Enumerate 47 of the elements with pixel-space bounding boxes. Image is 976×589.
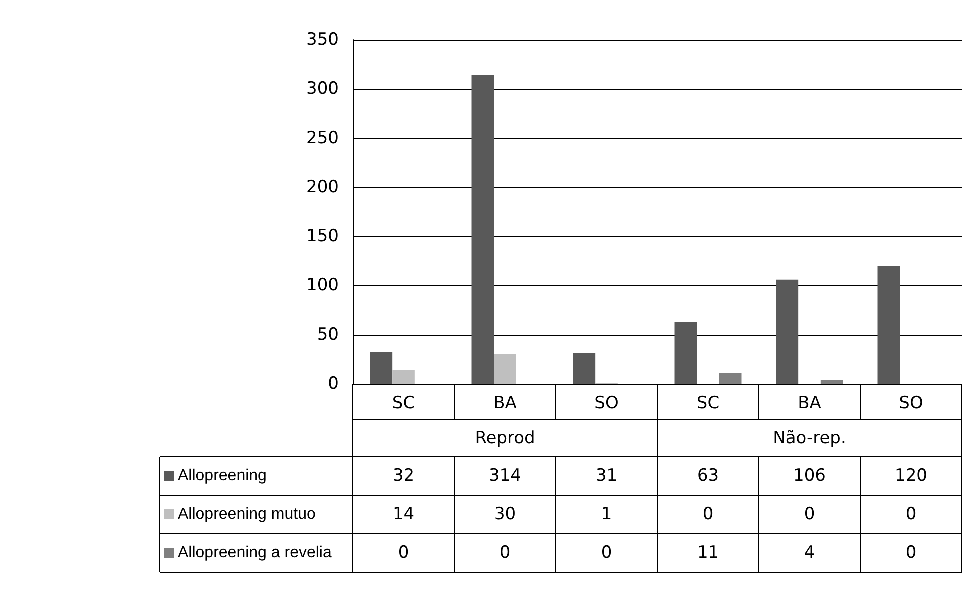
bar <box>494 354 516 384</box>
bar <box>878 266 900 384</box>
data-label: 0 <box>906 543 917 563</box>
x-tick-label: SO <box>899 394 924 414</box>
bar <box>472 75 494 384</box>
bar <box>820 380 844 384</box>
data-label: 30 <box>494 504 516 524</box>
data-label: 63 <box>697 466 720 486</box>
y-tick-label: 0 <box>328 374 339 394</box>
bar <box>719 373 742 384</box>
x-tick-label: SC <box>696 394 720 414</box>
bar <box>370 352 393 384</box>
y-tick-label: 100 <box>306 276 339 296</box>
y-tick-label: 300 <box>306 79 339 100</box>
y-tick-label: 50 <box>317 324 339 345</box>
y-tick-label: 150 <box>306 226 339 247</box>
data-label: 0 <box>702 504 714 524</box>
data-label: 0 <box>398 543 410 563</box>
data-label: 0 <box>500 543 511 563</box>
text: Não-rep. <box>773 428 846 448</box>
x-tick-label: SC <box>392 394 416 414</box>
data-label: 120 <box>895 466 928 486</box>
x-tick-label: BA <box>494 394 518 414</box>
data-label: 314 <box>489 466 522 486</box>
bar <box>674 322 698 384</box>
legend-label: Allopreening mutuo <box>178 506 316 523</box>
data-label: 106 <box>794 466 826 486</box>
data-label: 32 <box>392 466 415 486</box>
data-label: 1 <box>601 504 612 524</box>
text: Reprod <box>475 428 536 448</box>
x-tick-label: BA <box>798 394 822 414</box>
bar <box>573 354 596 384</box>
y-tick-label: 350 <box>306 30 339 50</box>
legend-label: Allopreening a revelia <box>178 544 332 562</box>
x-tick-label: SO <box>594 394 619 414</box>
y-tick-label: 250 <box>306 128 339 148</box>
data-label: 11 <box>697 543 720 563</box>
data-label: 0 <box>804 504 816 524</box>
y-tick-label: 200 <box>306 177 339 198</box>
data-label: 14 <box>392 504 415 524</box>
legend-label: Allopreening <box>178 468 267 484</box>
bar <box>392 370 415 384</box>
data-label: 0 <box>906 504 917 524</box>
data-label: 31 <box>596 466 618 486</box>
data-label: 0 <box>601 543 612 563</box>
data-label: 4 <box>804 543 816 563</box>
bar <box>776 280 799 384</box>
